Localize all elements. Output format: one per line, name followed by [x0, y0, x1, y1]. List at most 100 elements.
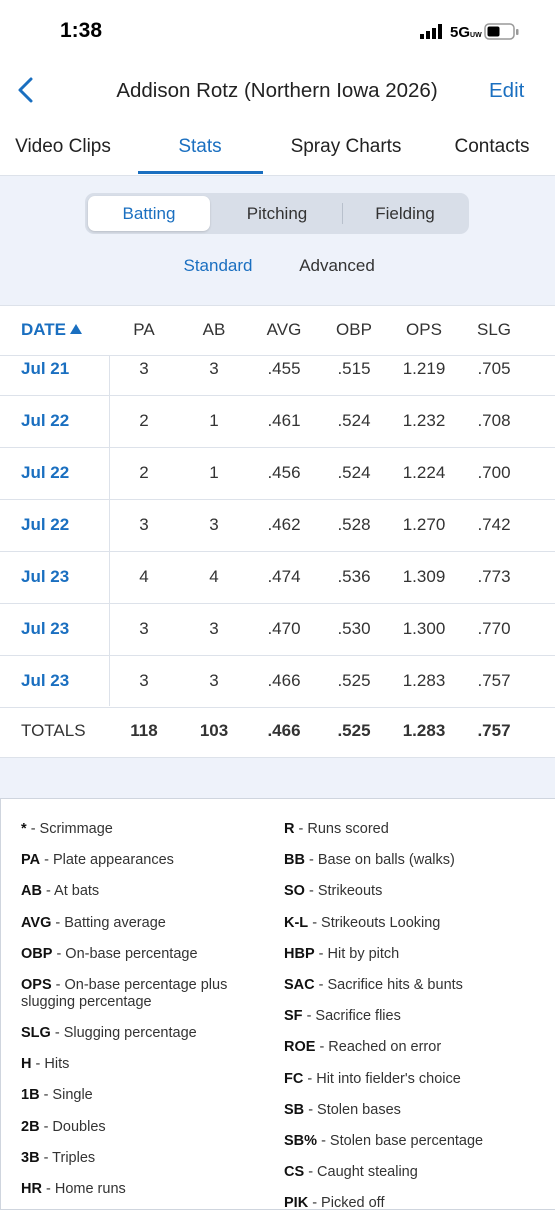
legend-desc: - Single — [43, 1087, 93, 1104]
totals-cell: .466 — [267, 721, 301, 740]
edit-button[interactable]: Edit — [489, 79, 525, 102]
header-cell[interactable]: DATE — [21, 320, 67, 339]
legend-key: SLG — [21, 1025, 51, 1041]
stat-cell: 1.283 — [402, 671, 446, 690]
legend-desc: - Strikeouts — [308, 883, 383, 900]
legend-key: PIK — [284, 1195, 309, 1212]
stat-cell: 3 — [139, 671, 149, 690]
stat-cell: 3 — [209, 515, 219, 534]
legend-desc: - Stolen base percentage — [321, 1133, 484, 1149]
stat-cell: .462 — [267, 515, 301, 534]
segment[interactable]: Batting — [122, 204, 176, 223]
segment[interactable]: Pitching — [246, 204, 308, 223]
stat-cell: .474 — [267, 567, 301, 586]
totals-cell: .757 — [477, 721, 511, 740]
date-cell[interactable]: Jul 23 — [21, 619, 70, 638]
subtab[interactable]: Standard — [183, 256, 253, 275]
legend-desc: - Sacrifice flies — [306, 1008, 401, 1025]
legend-key: SAC — [284, 977, 315, 993]
battery-icon — [484, 23, 519, 40]
date-cell[interactable]: Jul 22 — [21, 515, 70, 534]
network-sub: UW — [470, 32, 482, 39]
header-cell[interactable]: PA — [133, 320, 155, 339]
legend-desc: - Caught stealing — [308, 1164, 418, 1181]
legend-key: FC — [284, 1070, 304, 1087]
legend-item: AVG - Batting average — [21, 915, 266, 932]
stat-cell: .524 — [337, 463, 371, 482]
back-button[interactable] — [15, 76, 37, 104]
tab[interactable]: Contacts — [454, 136, 530, 157]
header-cell[interactable]: AVG — [266, 320, 302, 339]
legend-item: AB - At bats — [21, 883, 266, 900]
header-cell[interactable]: SLG — [476, 320, 512, 339]
tab[interactable]: Stats — [178, 136, 222, 157]
legend-desc: - Hits — [35, 1056, 70, 1073]
date-cell[interactable]: Jul 23 — [21, 671, 70, 690]
legend-desc: - At bats — [45, 883, 100, 900]
stat-cell: 1 — [209, 463, 219, 482]
stat-cell: .524 — [337, 411, 371, 430]
legend-desc: - Plate appearances — [44, 852, 174, 869]
legend-desc: - Slugging percentage — [54, 1025, 197, 1041]
date-cell[interactable]: Jul 22 — [21, 411, 70, 430]
legend-key: 1B — [21, 1087, 40, 1104]
legend-item: 2B - Doubles — [21, 1119, 266, 1136]
sort-arrow[interactable] — [70, 324, 82, 334]
network-label: 5G — [450, 24, 471, 41]
stat-cell: .770 — [477, 619, 511, 638]
stat-cell: .773 — [477, 567, 511, 586]
row-divider — [0, 655, 555, 656]
legend-desc: - On-base percentage plus slugging perce… — [21, 977, 228, 1010]
stat-cell: 1.300 — [402, 619, 446, 638]
legend-key: H — [21, 1056, 32, 1073]
legend-item: SB - Stolen bases — [284, 1102, 529, 1119]
time: 1:38 — [60, 19, 103, 42]
legend-key: OBP — [21, 945, 53, 962]
date-cell[interactable]: Jul 23 — [21, 567, 70, 586]
stat-cell: .708 — [477, 411, 511, 430]
stat-cell: .461 — [267, 411, 301, 430]
stat-cell: .700 — [477, 463, 511, 482]
tab[interactable]: Spray Charts — [290, 136, 402, 157]
stat-cell: .455 — [267, 359, 301, 378]
stat-cell: 3 — [209, 671, 219, 690]
legend-key: CS — [284, 1164, 305, 1181]
legend-key: HR — [21, 1181, 42, 1197]
segment[interactable]: Fielding — [375, 204, 435, 223]
header-cell[interactable]: AB — [202, 320, 226, 339]
legend-key: ROE — [284, 1039, 316, 1056]
legend-item: HR - Home runs — [21, 1181, 266, 1198]
header-cell[interactable]: OBP — [336, 320, 372, 339]
subtab[interactable]: Advanced — [299, 256, 375, 275]
column-divider — [109, 355, 110, 706]
legend-key: AVG — [21, 914, 52, 931]
stat-cell: 2 — [139, 463, 149, 482]
divider — [0, 305, 555, 306]
legend-key: 3B — [21, 1149, 40, 1166]
stat-cell: .536 — [337, 567, 371, 586]
date-cell[interactable]: Jul 22 — [21, 463, 70, 482]
stat-cell: 3 — [139, 515, 149, 534]
legend-key: R — [284, 821, 295, 837]
stat-cell: 3 — [139, 359, 149, 378]
legend-desc: - Doubles — [43, 1118, 106, 1135]
tab[interactable]: Video Clips — [15, 136, 111, 157]
legend-item: HBP - Hit by pitch — [284, 946, 529, 963]
date-cell[interactable]: Jul 21 — [21, 359, 70, 378]
stat-cell: 3 — [139, 619, 149, 638]
stat-cell: 3 — [209, 619, 219, 638]
legend-desc: - Strikeouts Looking — [312, 914, 441, 931]
stat-cell: .515 — [337, 359, 371, 378]
legend-key: SB — [284, 1101, 305, 1118]
header-cell[interactable]: OPS — [406, 320, 442, 339]
legend-item: ROE - Reached on error — [284, 1039, 529, 1056]
legend-desc: - Base on balls (walks) — [308, 852, 455, 869]
divider — [0, 355, 555, 356]
legend-item: SO - Strikeouts — [284, 883, 529, 900]
legend-item: FC - Hit into fielder's choice — [284, 1071, 529, 1088]
legend-desc: - Stolen bases — [308, 1101, 401, 1118]
legend-desc: - Batting average — [55, 914, 166, 931]
stat-cell: 2 — [139, 411, 149, 430]
segment-selected — [88, 196, 210, 231]
legend-item: 3B - Triples — [21, 1150, 266, 1167]
